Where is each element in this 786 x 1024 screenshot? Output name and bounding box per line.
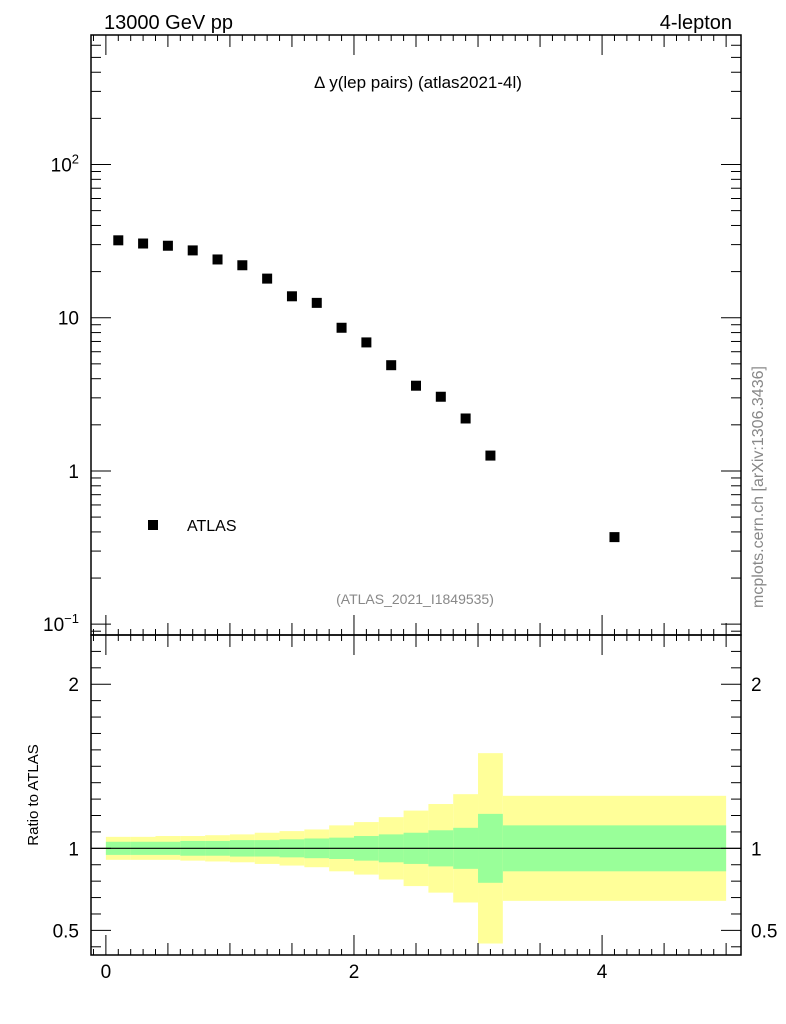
data-point xyxy=(609,532,620,543)
data-point xyxy=(138,238,149,249)
x-tick-label: 2 xyxy=(349,962,360,983)
data-point xyxy=(386,360,397,371)
ratio-y-tick-label-left: 0.5 xyxy=(53,921,79,942)
ratio-bands xyxy=(91,753,741,944)
data-point xyxy=(485,450,496,461)
data-point xyxy=(286,291,297,302)
ratio-y-tick-label-left: 2 xyxy=(68,675,79,696)
data-point xyxy=(435,391,446,402)
x-tick-label: 0 xyxy=(101,962,112,983)
analysis-id: (ATLAS_2021_I1849535) xyxy=(336,591,494,607)
ratio-y-tick-label-right: 0.5 xyxy=(751,921,777,942)
data-point xyxy=(113,235,124,246)
y-tick-label: 102 xyxy=(51,151,79,176)
data-points xyxy=(113,235,620,543)
data-point xyxy=(262,273,273,284)
y-tick-label: 10 xyxy=(58,309,79,330)
main-plot-frame xyxy=(90,34,742,636)
legend-label: ATLAS xyxy=(187,518,237,535)
y-tick-label: 1 xyxy=(68,462,79,483)
main-axis-ticks xyxy=(91,34,741,635)
ratio-y-tick-label-right: 2 xyxy=(751,675,762,696)
data-point xyxy=(411,380,421,391)
header-right: 4-lepton xyxy=(660,12,732,34)
data-point xyxy=(311,297,322,308)
data-point xyxy=(162,240,173,251)
x-tick-label: 4 xyxy=(597,962,608,983)
ratio-ylabel: Ratio to ATLAS xyxy=(25,744,42,845)
data-point xyxy=(212,254,223,265)
data-point xyxy=(336,322,347,333)
y-tick-label: 10−1 xyxy=(43,611,79,636)
header-left: 13000 GeV pp xyxy=(104,12,233,34)
plot-title: Δ y(lep pairs) (atlas2021-4l) xyxy=(314,73,522,92)
ratio-y-tick-label-right: 1 xyxy=(751,839,762,860)
ratio-axis-ticks xyxy=(91,635,741,955)
ratio-plot-frame xyxy=(90,634,742,956)
legend-marker xyxy=(148,520,158,530)
watermark: mcplots.cern.ch [arXiv:1306.3436] xyxy=(750,366,767,608)
data-point xyxy=(237,260,248,271)
tick-labels: 10−1 1 10 102 0 2 4 0.5 0.5 1 1 2 2 xyxy=(43,151,777,983)
data-point xyxy=(187,245,198,256)
data-point xyxy=(460,413,471,424)
data-point xyxy=(361,337,372,348)
ratio-y-tick-label-left: 1 xyxy=(68,839,79,860)
